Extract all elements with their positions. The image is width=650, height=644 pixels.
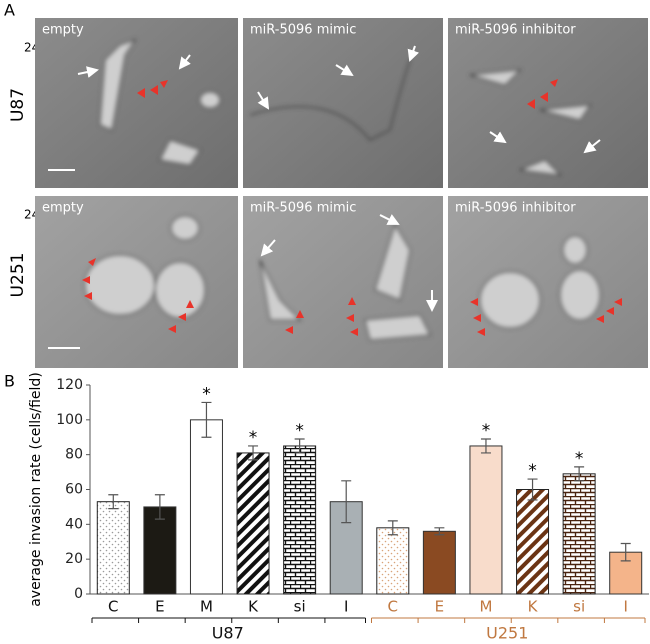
micrograph [448,196,648,368]
group-bracket [371,617,646,623]
error-bar [201,401,212,438]
column-label: miR-5096 mimic [250,201,356,216]
bar [143,506,177,595]
micrograph [448,18,648,188]
error-bar [527,478,538,501]
significance-marker: * [202,384,211,404]
bar [189,419,223,595]
y-tick-label: 120 [56,377,83,393]
column-label: empty [42,23,84,38]
x-tick-label: I [623,598,627,616]
panel-label: B [4,372,15,391]
column-label: empty [42,201,84,216]
x-tick-label: K [528,598,539,616]
significance-marker: * [249,428,258,448]
x-tick-label: C [388,598,398,616]
error-bar [387,520,398,536]
x-tick-label: E [155,598,164,616]
bar [516,489,550,595]
bar [329,501,363,595]
arrows [77,45,601,312]
y-tick-label: 40 [65,516,83,532]
significance-marker: * [528,461,537,481]
y-tick-label: 0 [74,586,83,602]
red-markers [82,79,622,336]
cells [84,38,601,341]
bar [376,527,410,595]
error-bar [480,438,491,454]
bar [469,445,503,595]
x-tick-label: C [108,598,118,616]
significance-marker: * [575,449,584,469]
bar [422,530,456,595]
error-bar [434,527,445,536]
error-bar [248,445,259,461]
bar [236,452,270,595]
significance-marker: * [295,421,304,441]
bar [96,501,130,595]
row-label: U87 [8,88,28,122]
group-bracket [91,617,366,623]
x-tick-label: si [573,598,585,616]
y-tick-label: 60 [65,482,83,498]
error-bar [294,438,305,454]
column-label: miR-5096 mimic [250,23,356,38]
x-tick-label: K [248,598,259,616]
x-tick-label: E [435,598,444,616]
y-tick-label: 20 [65,551,83,567]
x-tick-label: M [479,598,492,616]
bar [562,473,596,595]
y-axis-label: average invasion rate (cells/field) [28,372,44,607]
micrographs: empty miR-5096 mimic miR-5096 inhibitor … [35,18,648,368]
group-label: U251 [486,624,528,643]
group-label: U87 [212,624,244,643]
bar [283,445,317,595]
significance-marker: * [482,421,491,441]
column-label: miR-5096 inhibitor [455,201,576,216]
error-bar [108,494,119,510]
error-bar [574,466,585,482]
row-label: U251 [8,253,28,298]
error-bar [154,494,165,520]
micrograph [243,196,443,368]
x-tick-label: si [294,598,306,616]
x-tick-label: I [344,598,348,616]
panel-label: A [4,1,15,20]
error-bar [341,480,352,524]
bar-chart: 0 20 40 60 80 100 120 average invasion rate (ce… [28,372,649,643]
column-label: miR-5096 inhibitor [455,23,576,38]
micrograph [243,18,443,188]
error-bar [620,542,631,562]
y-tick-label: 80 [65,447,83,463]
y-tick-label: 100 [56,412,83,428]
x-tick-label: M [200,598,213,616]
